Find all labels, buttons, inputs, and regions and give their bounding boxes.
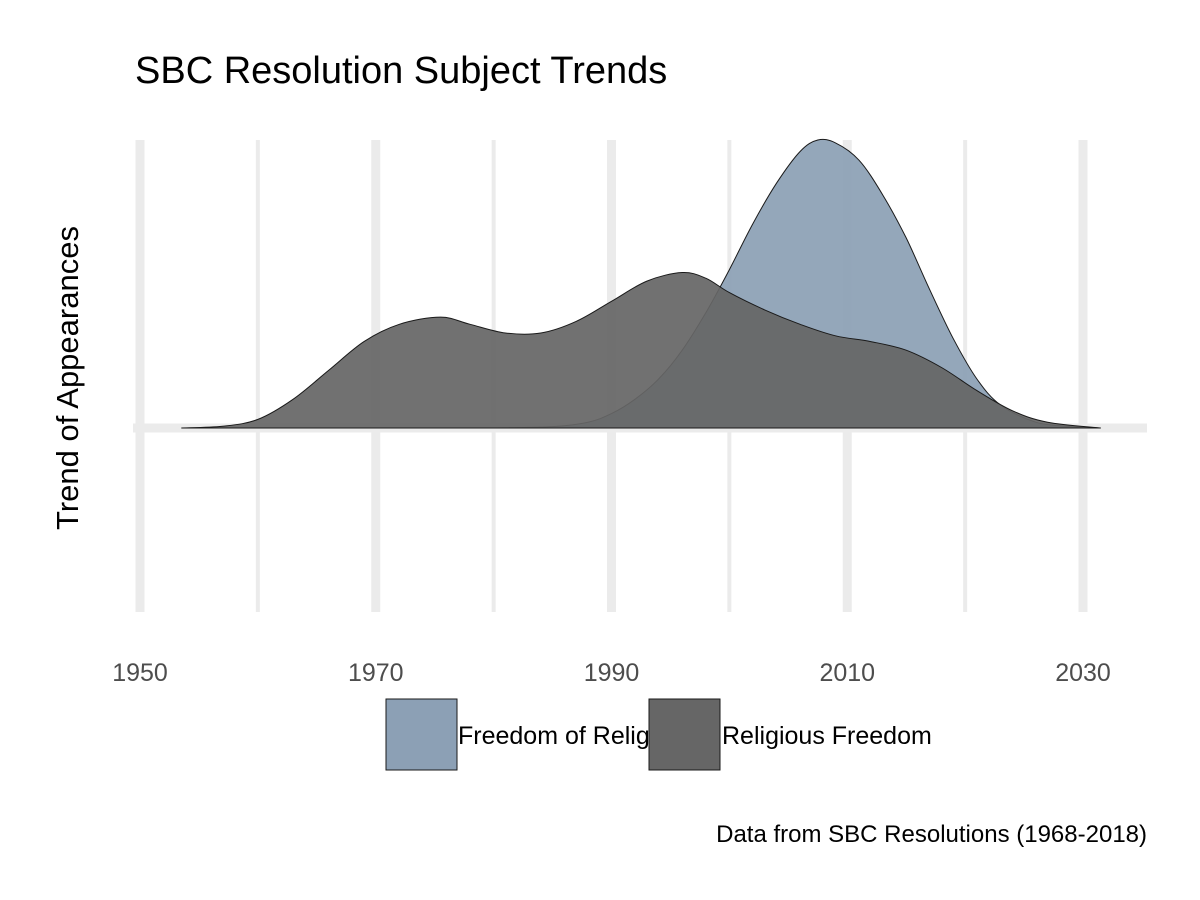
x-tick-label: 1950 xyxy=(112,659,168,687)
legend: Freedom of Religion Religious Freedom xyxy=(385,698,932,771)
y-axis-label: Trend of Appearances xyxy=(50,226,85,530)
legend-key-religious-freedom xyxy=(648,698,721,771)
legend-key-freedom-of-religion xyxy=(385,698,458,771)
chart-title: SBC Resolution Subject Trends xyxy=(135,50,667,92)
x-tick-label: 1970 xyxy=(348,659,404,687)
legend-label-religious-freedom: Religious Freedom xyxy=(722,722,932,750)
legend-label-freedom-of-religion: Freedom of Religion xyxy=(458,722,683,750)
x-axis-ticks: 1950 1970 1990 2010 2030 xyxy=(112,659,1111,687)
x-tick-label: 1990 xyxy=(584,659,640,687)
x-tick-label: 2030 xyxy=(1055,659,1111,687)
chart-caption: Data from SBC Resolutions (1968-2018) xyxy=(716,821,1147,848)
x-tick-label: 2010 xyxy=(819,659,875,687)
density-area-religious-freedom xyxy=(181,271,1101,429)
series-layer xyxy=(181,138,1101,429)
